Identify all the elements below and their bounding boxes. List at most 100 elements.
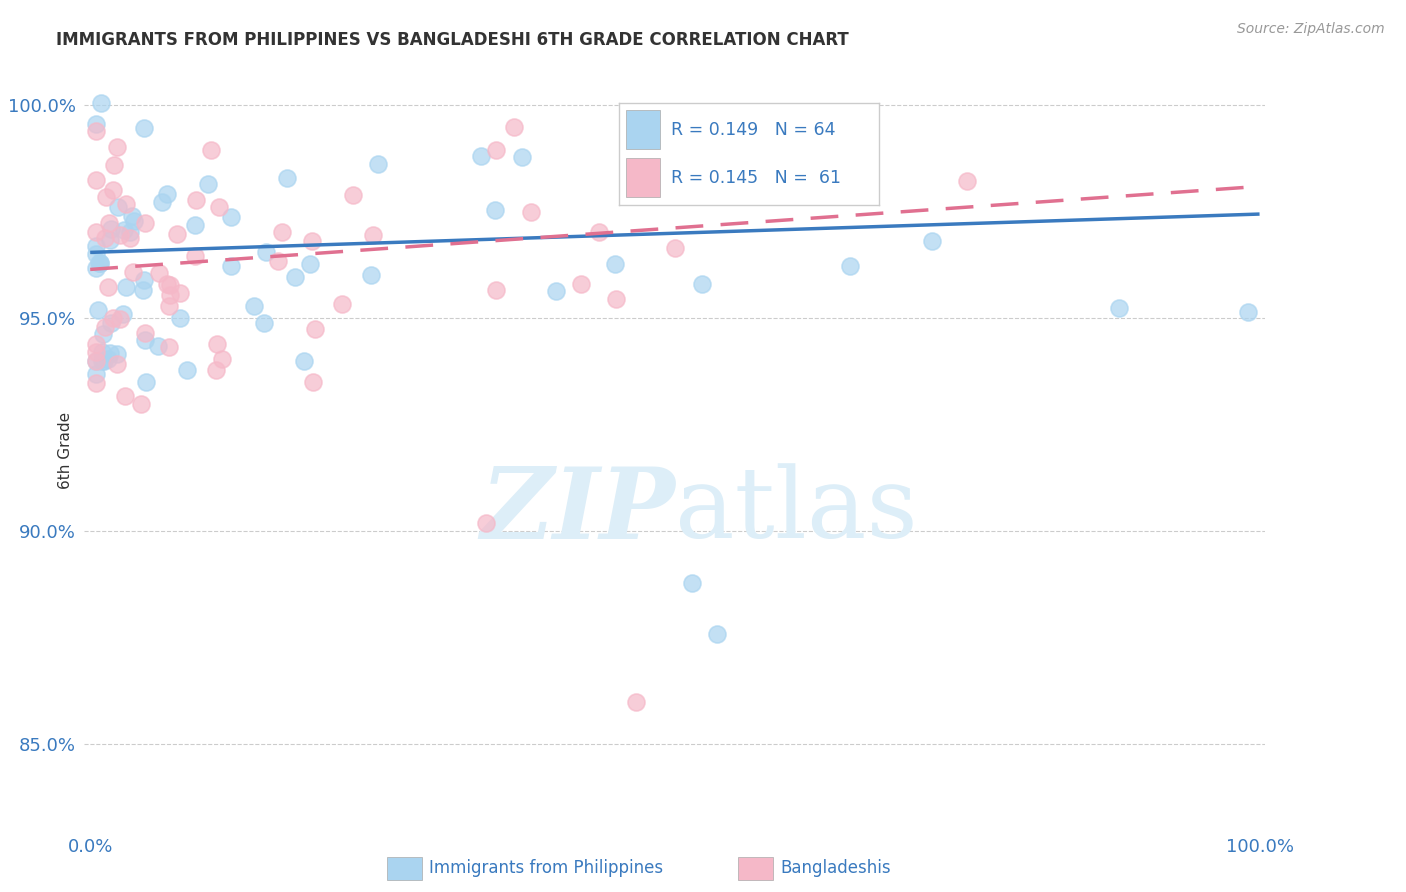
Point bbox=[211, 351, 233, 366]
Point bbox=[114, 279, 136, 293]
Point bbox=[122, 213, 145, 227]
Point bbox=[134, 333, 156, 347]
Point bbox=[91, 326, 114, 341]
Point bbox=[120, 225, 142, 239]
Point bbox=[276, 171, 298, 186]
Point bbox=[100, 222, 122, 236]
Point bbox=[166, 227, 188, 241]
Point bbox=[921, 235, 943, 249]
Point bbox=[84, 354, 107, 368]
Point bbox=[91, 354, 114, 368]
Point bbox=[330, 297, 353, 311]
Point bbox=[101, 183, 124, 197]
Point bbox=[84, 367, 107, 381]
Point bbox=[681, 575, 703, 590]
Point bbox=[186, 193, 208, 207]
Point bbox=[84, 337, 107, 351]
Point bbox=[367, 157, 389, 171]
Point bbox=[588, 225, 610, 239]
Point bbox=[84, 239, 107, 253]
Point bbox=[108, 312, 131, 326]
Point bbox=[706, 626, 728, 640]
Bar bbox=[627, 110, 661, 149]
Text: Bangladeshis: Bangladeshis bbox=[780, 859, 891, 877]
Point bbox=[157, 299, 180, 313]
Point bbox=[475, 516, 498, 530]
Point bbox=[105, 139, 128, 153]
Y-axis label: 6th Grade: 6th Grade bbox=[58, 412, 73, 489]
Point bbox=[183, 249, 205, 263]
Point bbox=[664, 241, 686, 255]
Point bbox=[98, 346, 121, 360]
Point bbox=[253, 316, 276, 330]
Point bbox=[484, 203, 506, 218]
Point bbox=[121, 209, 143, 223]
Point bbox=[169, 285, 191, 300]
Point bbox=[84, 345, 107, 359]
Point bbox=[134, 326, 156, 341]
Point bbox=[626, 695, 648, 709]
Point bbox=[90, 96, 112, 111]
Point bbox=[342, 188, 364, 202]
Point bbox=[129, 396, 152, 410]
Point bbox=[485, 143, 508, 157]
Point bbox=[84, 247, 107, 261]
Point bbox=[122, 265, 145, 279]
Point bbox=[93, 354, 115, 368]
Point bbox=[115, 196, 138, 211]
Point bbox=[839, 129, 862, 144]
Point bbox=[200, 143, 222, 157]
Point bbox=[148, 266, 170, 280]
Point bbox=[84, 124, 107, 138]
Point bbox=[97, 351, 120, 366]
Point bbox=[267, 254, 290, 268]
Point bbox=[84, 354, 107, 368]
Point bbox=[304, 322, 326, 336]
Point bbox=[84, 260, 107, 275]
Point bbox=[156, 187, 179, 202]
Point bbox=[219, 259, 242, 273]
Point bbox=[839, 259, 862, 273]
Point bbox=[100, 233, 122, 247]
Point bbox=[169, 311, 191, 326]
Point bbox=[87, 256, 110, 270]
Point bbox=[690, 277, 713, 292]
Point bbox=[605, 292, 627, 306]
Point bbox=[360, 268, 382, 282]
Point bbox=[197, 177, 219, 191]
Point bbox=[134, 216, 156, 230]
Point bbox=[112, 223, 135, 237]
Point bbox=[1237, 305, 1260, 319]
Text: Source: ZipAtlas.com: Source: ZipAtlas.com bbox=[1237, 22, 1385, 37]
Point bbox=[520, 204, 543, 219]
Point bbox=[156, 277, 179, 291]
Text: R = 0.149   N = 64: R = 0.149 N = 64 bbox=[671, 120, 835, 139]
Point bbox=[132, 120, 155, 135]
Text: ZIP: ZIP bbox=[479, 463, 675, 559]
Point bbox=[132, 273, 155, 287]
Point bbox=[112, 308, 135, 322]
Point bbox=[105, 357, 128, 371]
Point bbox=[361, 228, 384, 243]
Point bbox=[135, 376, 157, 390]
Point bbox=[94, 190, 117, 204]
Point bbox=[294, 354, 316, 368]
Text: atlas: atlas bbox=[675, 463, 918, 559]
Point bbox=[89, 256, 111, 270]
Text: R = 0.145   N =  61: R = 0.145 N = 61 bbox=[671, 169, 841, 187]
Point bbox=[103, 158, 125, 172]
Point bbox=[150, 195, 173, 210]
Text: IMMIGRANTS FROM PHILIPPINES VS BANGLADESHI 6TH GRADE CORRELATION CHART: IMMIGRANTS FROM PHILIPPINES VS BANGLADES… bbox=[56, 31, 849, 49]
Point bbox=[159, 288, 181, 302]
Point bbox=[503, 120, 526, 135]
Point bbox=[208, 200, 231, 214]
Point bbox=[544, 284, 567, 298]
Point bbox=[84, 376, 107, 390]
Point bbox=[94, 231, 117, 245]
Point bbox=[1108, 301, 1130, 315]
Point bbox=[93, 320, 115, 334]
Point bbox=[89, 256, 111, 270]
Point bbox=[204, 362, 226, 376]
Point bbox=[470, 149, 492, 163]
Point bbox=[510, 150, 533, 164]
